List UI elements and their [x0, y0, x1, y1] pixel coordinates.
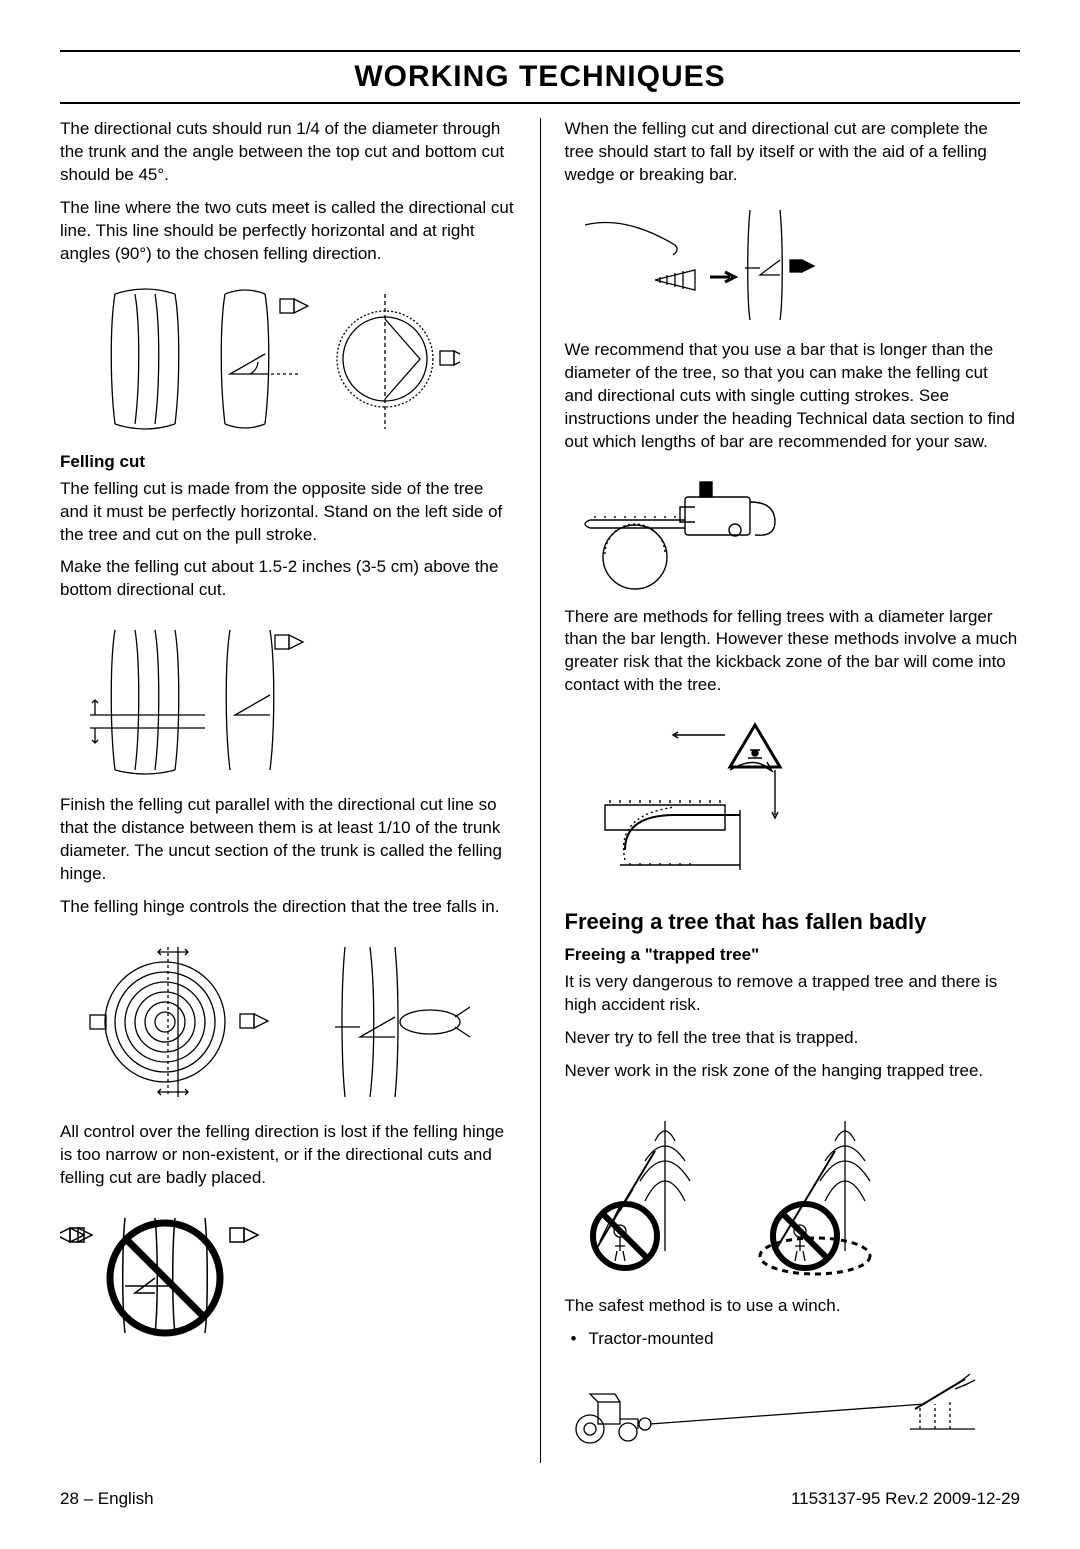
para: Never try to fell the tree that is trapp…	[565, 1027, 1021, 1050]
list-item: Tractor-mounted	[565, 1328, 1021, 1351]
bad-felling-illustration	[60, 1208, 516, 1338]
right-column: When the felling cut and directional cut…	[565, 118, 1021, 1463]
left-column: The directional cuts should run 1/4 of t…	[60, 118, 516, 1463]
para: The felling hinge controls the direction…	[60, 896, 516, 919]
trapped-tree-illustration	[565, 1101, 1021, 1281]
para: The safest method is to use a winch.	[565, 1295, 1021, 1318]
para: There are methods for felling trees with…	[565, 606, 1021, 698]
para: It is very dangerous to remove a trapped…	[565, 971, 1021, 1017]
tractor-winch-illustration	[565, 1369, 1021, 1449]
footer-left: 28 – English	[60, 1489, 154, 1509]
page-title: WORKING TECHNIQUES	[60, 50, 1020, 104]
freeing-tree-heading: Freeing a tree that has fallen badly	[565, 909, 1021, 935]
wedge-illustration	[565, 205, 1021, 325]
para: When the felling cut and directional cut…	[565, 118, 1021, 187]
para: Never work in the risk zone of the hangi…	[565, 1060, 1021, 1083]
para: The directional cuts should run 1/4 of t…	[60, 118, 516, 187]
trapped-tree-heading: Freeing a "trapped tree"	[565, 945, 1021, 965]
para: We recommend that you use a bar that is …	[565, 339, 1021, 454]
felling-hinge-illustration	[60, 937, 516, 1107]
para: The felling cut is made from the opposit…	[60, 478, 516, 547]
felling-cut-illustration	[60, 620, 516, 780]
felling-cut-heading: Felling cut	[60, 452, 516, 472]
directional-cut-illustration	[60, 284, 516, 434]
para: The line where the two cuts meet is call…	[60, 197, 516, 266]
footer-right: 1153137-95 Rev.2 2009-12-29	[791, 1489, 1020, 1509]
para: Finish the felling cut parallel with the…	[60, 794, 516, 886]
para: All control over the felling direction i…	[60, 1121, 516, 1190]
column-divider	[540, 118, 541, 1463]
content-columns: The directional cuts should run 1/4 of t…	[60, 118, 1020, 1463]
winch-list: Tractor-mounted	[565, 1328, 1021, 1361]
kickback-risk-illustration	[565, 715, 1021, 885]
para: Make the felling cut about 1.5-2 inches …	[60, 556, 516, 602]
page-footer: 28 – English 1153137-95 Rev.2 2009-12-29	[60, 1489, 1020, 1509]
chainsaw-bar-illustration	[565, 472, 1021, 592]
